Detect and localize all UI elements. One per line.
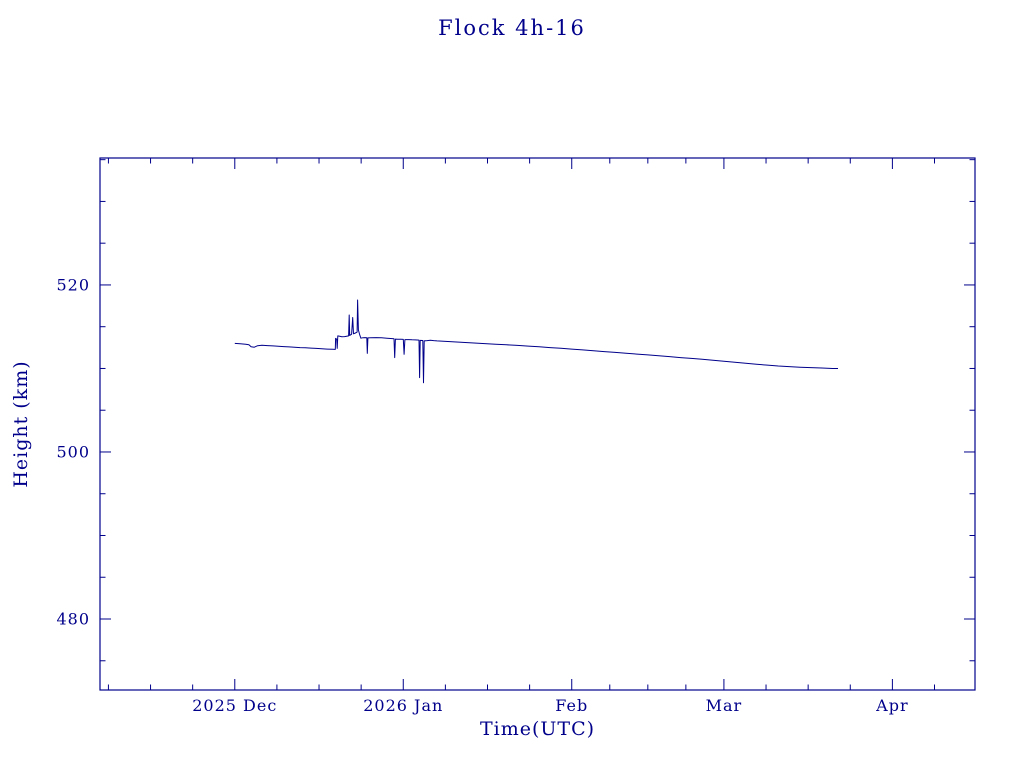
x-tick-label: Feb	[555, 696, 588, 715]
x-tick-label: 2025 Dec	[192, 696, 277, 715]
x-axis-label: Time(UTC)	[479, 718, 596, 740]
y-tick-label: 500	[56, 442, 90, 461]
x-tick-label: Apr	[875, 696, 908, 715]
x-tick-label: Mar	[706, 696, 743, 715]
height-series-line	[234, 299, 838, 384]
chart-title: Flock 4h-16	[438, 16, 586, 40]
x-tick-label: 2026 Jan	[363, 696, 443, 715]
y-tick-label: 480	[56, 610, 90, 629]
plot-frame	[99, 157, 976, 691]
y-tick-label: 520	[56, 275, 90, 294]
